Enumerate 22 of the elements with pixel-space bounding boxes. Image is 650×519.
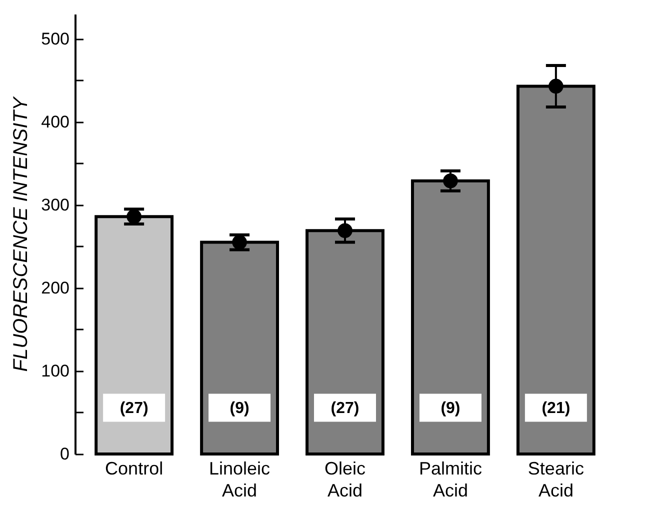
y-tick-label: 0 <box>60 444 70 464</box>
y-axis-title: FLUORESCENCE INTENSITY <box>10 96 32 372</box>
point <box>548 78 564 94</box>
y-tick-label: 300 <box>41 195 70 214</box>
point <box>338 223 352 238</box>
x-tick-label: Stearic Acid <box>528 458 584 500</box>
annotation: (27) <box>330 400 360 417</box>
x-tick-label: Control <box>105 458 164 478</box>
y-tick-label: 200 <box>41 278 70 298</box>
annotation: (27) <box>120 400 148 417</box>
annotation: (9) <box>440 400 460 417</box>
annotation: (21) <box>542 400 570 417</box>
y-tick-label: 400 <box>41 112 70 132</box>
point <box>443 173 458 188</box>
x-tick-label: Linoleic Acid <box>209 458 270 500</box>
y-tick-label: 500 <box>41 29 70 48</box>
x-tick-label: Palmitic Acid <box>418 458 482 500</box>
x-tick-label: Oleic Acid <box>324 458 366 500</box>
point <box>232 234 247 250</box>
y-tick-label: 100 <box>41 361 70 380</box>
annotation: (9) <box>230 400 250 417</box>
point <box>126 209 142 224</box>
